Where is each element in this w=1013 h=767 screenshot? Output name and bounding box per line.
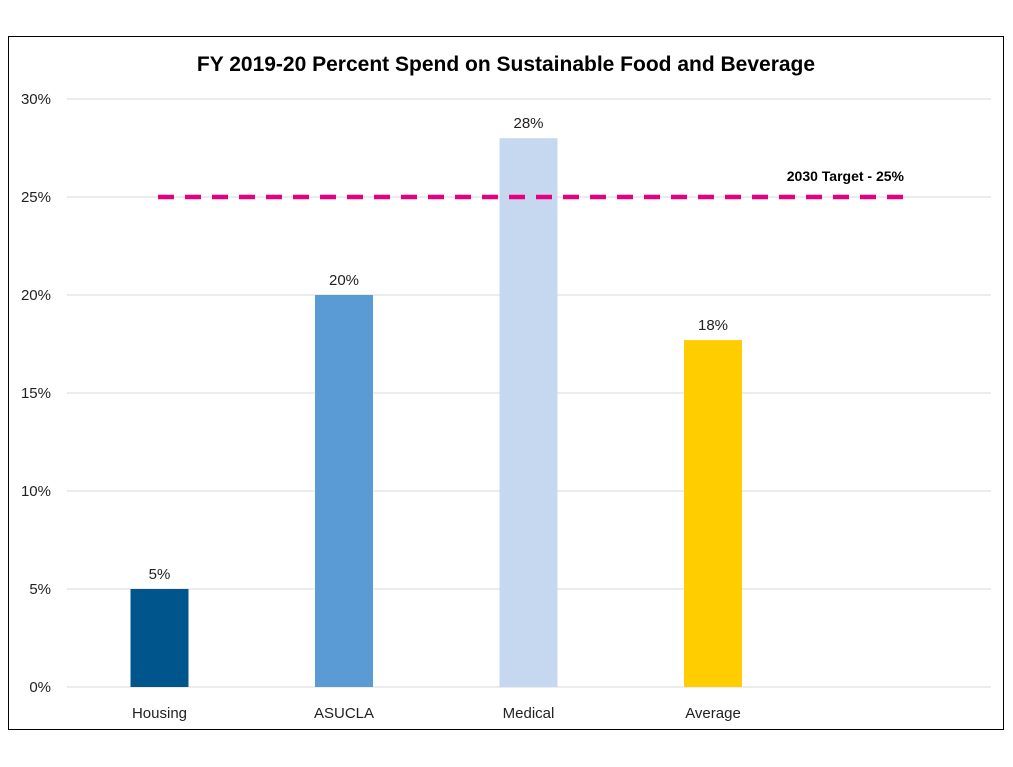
y-tick-label: 10%	[21, 483, 51, 500]
data-label: 28%	[513, 115, 543, 132]
bar-average	[684, 340, 742, 687]
y-tick-label: 20%	[21, 287, 51, 304]
bar-housing	[130, 589, 189, 687]
category-label: ASUCLA	[314, 705, 374, 722]
category-label: Medical	[503, 705, 555, 722]
target-label: 2030 Target - 25%	[787, 168, 905, 184]
bar-asucla	[315, 295, 373, 687]
y-tick-label: 30%	[21, 91, 51, 108]
target-line-group: 2030 Target - 25%	[158, 168, 905, 200]
bar-medical	[499, 138, 558, 687]
chart-frame: FY 2019-20 Percent Spend on Sustainable …	[8, 36, 1004, 730]
chart-title: FY 2019-20 Percent Spend on Sustainable …	[197, 53, 815, 76]
category-label: Average	[685, 705, 741, 722]
y-tick-label: 25%	[21, 189, 51, 206]
bars: 5% 20% 28% 18%	[130, 115, 742, 687]
data-label: 20%	[329, 272, 359, 289]
category-label: Housing	[132, 705, 187, 722]
bar-chart: FY 2019-20 Percent Spend on Sustainable …	[21, 53, 991, 722]
data-label: 5%	[149, 566, 171, 583]
x-axis-categories: Housing ASUCLA Medical Average	[132, 705, 741, 722]
data-label: 18%	[698, 317, 728, 334]
y-tick-label: 5%	[29, 581, 51, 598]
y-axis-ticks: 0% 5% 10% 15% 20% 25% 30%	[21, 91, 51, 696]
y-tick-label: 0%	[29, 679, 51, 696]
y-tick-label: 15%	[21, 385, 51, 402]
